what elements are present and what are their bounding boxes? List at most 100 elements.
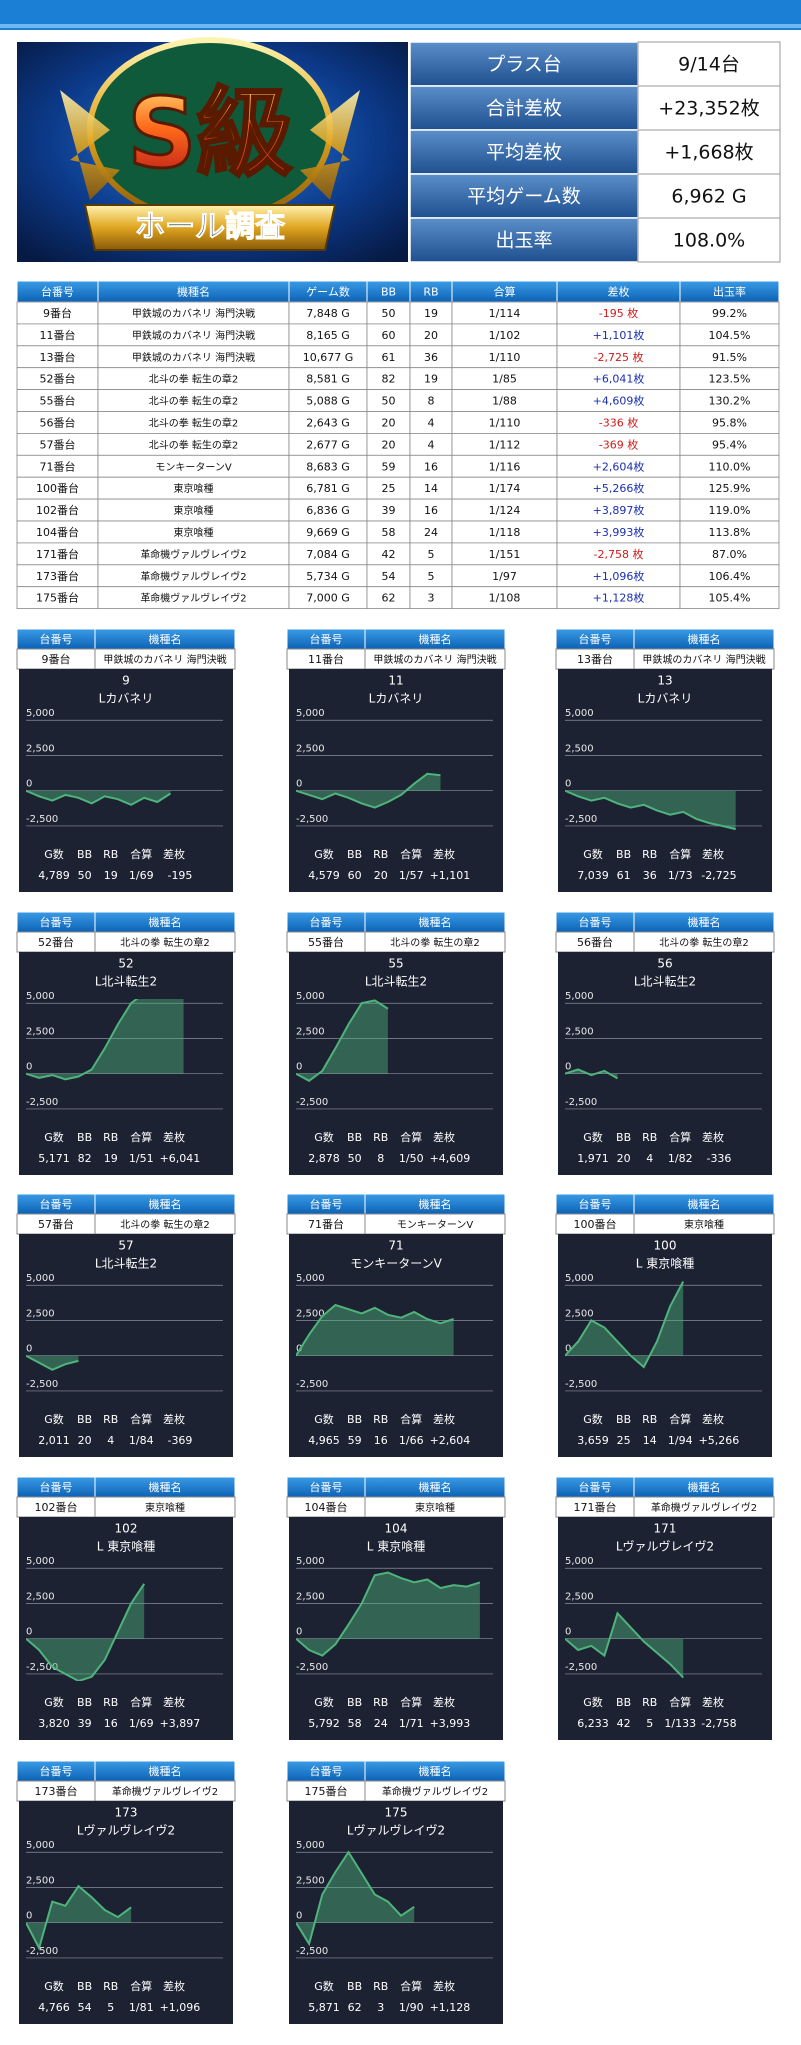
card-header: 台番号 <box>579 1197 612 1211</box>
card-header: 台番号 <box>579 1480 612 1494</box>
table-text: 1/151 <box>489 548 521 561</box>
card-header: 機種名 <box>149 1197 182 1211</box>
chart-title: 57 <box>118 1239 133 1253</box>
y-tick-label: -2,500 <box>565 1662 597 1673</box>
y-tick-label: -2,500 <box>26 1379 58 1390</box>
y-tick-label: 5,000 <box>296 1840 325 1851</box>
stat-label: G数 <box>44 1980 64 1993</box>
card-machine: 革命機ヴァルヴレイヴ2 <box>382 1785 488 1798</box>
y-tick-label: 2,500 <box>26 1026 55 1037</box>
stat-label: BB <box>77 1131 92 1144</box>
y-tick-label: 2,500 <box>565 1591 594 1602</box>
stat-label: 差枚 <box>163 1130 185 1144</box>
stat-value: 59 <box>348 1434 362 1447</box>
table-text: 7,000 G <box>306 592 350 605</box>
stat-label: 合算 <box>669 847 691 861</box>
stat-label: 合算 <box>400 1130 422 1144</box>
chart-subtitle: Lカバネリ <box>99 692 154 706</box>
table-text: 北斗の拳 転生の章2 <box>149 373 239 386</box>
card-id: 57番台 <box>38 1217 74 1231</box>
summary-value: 6,962 G <box>671 186 746 208</box>
stat-label: 差枚 <box>702 1412 724 1426</box>
y-tick-label: -2,500 <box>296 1379 328 1390</box>
stat-value: 39 <box>78 1717 92 1730</box>
table-text: 1/124 <box>489 504 521 517</box>
stat-value: +3,993 <box>430 1717 471 1730</box>
y-tick-label: 0 <box>26 1062 32 1073</box>
chart-subtitle: Lヴァルヴレイヴ2 <box>616 1539 714 1554</box>
stat-label: BB <box>77 1980 92 1993</box>
stat-value: 4,965 <box>308 1434 340 1447</box>
card: 台番号 機種名 171番台 革命機ヴァルヴレイヴ2 171 Lヴァルヴレイヴ2 5,000 2… <box>555 1476 775 1740</box>
table-text: 7,848 G <box>306 307 350 320</box>
chart-panel <box>289 1801 503 2024</box>
chart-area <box>26 1355 79 1370</box>
table-text: 1/112 <box>489 438 521 451</box>
table-text: 革命機ヴァルヴレイヴ2 <box>140 570 246 583</box>
stat-value: 1/66 <box>399 1434 424 1447</box>
stat-label: RB <box>373 1696 388 1709</box>
stat-label: G数 <box>314 1131 334 1144</box>
card-id: 9番台 <box>42 652 71 666</box>
summary-value: 108.0% <box>673 230 745 252</box>
y-tick-label: 2,500 <box>565 1308 594 1319</box>
chart-subtitle: L 東京喰種 <box>636 1256 695 1271</box>
y-tick-label: 5,000 <box>565 991 594 1002</box>
table-text: 9,669 G <box>306 526 350 539</box>
table-text: +6,041枚 <box>593 372 645 386</box>
table-text: 24 <box>424 526 438 539</box>
stat-label: RB <box>642 1131 657 1144</box>
card-header: 機種名 <box>688 915 721 929</box>
summary-label-cell <box>409 173 639 219</box>
chart-area <box>565 1281 684 1367</box>
card-header: 台番号 <box>579 632 612 646</box>
table-text: 甲鉄城のカバネリ 海門決戦 <box>132 329 255 342</box>
table-text: 14 <box>424 482 438 495</box>
y-tick-label: 2,500 <box>296 1875 325 1886</box>
stat-label: BB <box>77 1413 92 1426</box>
card-header: 機種名 <box>688 632 721 646</box>
stat-value: +6,041 <box>160 1152 201 1165</box>
chart-line <box>296 1571 481 1657</box>
card: 台番号 機種名 57番台 北斗の拳 転生の章2 57 L北斗転生2 5,000 2,500 0 -… <box>16 1193 236 1457</box>
chart-panel <box>558 952 772 1175</box>
y-tick-label: 2,500 <box>565 1026 594 1037</box>
card-header: 機種名 <box>688 1480 721 1494</box>
chart-line <box>565 1068 618 1080</box>
chart-title: 171 <box>654 1522 677 1536</box>
card-id: 173番台 <box>35 1784 78 1798</box>
table-text: 20 <box>424 329 438 342</box>
table-text: +4,609枚 <box>593 394 645 408</box>
chart-line <box>565 1281 685 1369</box>
chart-panel <box>289 952 503 1175</box>
y-tick-label: -2,500 <box>296 1946 328 1957</box>
table-text: 113.8% <box>709 526 751 539</box>
y-tick-label: -2,500 <box>26 814 58 825</box>
table-text: 2,677 G <box>306 438 350 451</box>
table-text: 革命機ヴァルヴレイヴ2 <box>140 548 246 561</box>
y-tick-label: -2,500 <box>296 814 328 825</box>
table-text: 95.4% <box>712 438 747 451</box>
y-tick-label: -2,500 <box>296 1097 328 1108</box>
y-tick-label: 5,000 <box>296 1273 325 1284</box>
chart-title: 56 <box>657 957 672 971</box>
chart-subtitle: Lヴァルヴレイヴ2 <box>347 1823 445 1838</box>
logo: S級 ホール調査 <box>17 37 408 262</box>
table-text: 東京喰種 <box>174 504 214 517</box>
card-header: 機種名 <box>688 1197 721 1211</box>
y-tick-label: 5,000 <box>565 1556 594 1567</box>
y-tick-label: 5,000 <box>565 708 594 719</box>
card-machine: 東京喰種 <box>145 1501 185 1514</box>
table-text: 50 <box>382 395 396 408</box>
table-text: 2,643 G <box>306 416 350 429</box>
stat-label: 合算 <box>130 1695 152 1709</box>
stat-value: 20 <box>374 869 388 882</box>
y-tick-label: -2,500 <box>565 814 597 825</box>
stat-value: 24 <box>374 1717 388 1730</box>
chart-subtitle: Lヴァルヴレイヴ2 <box>77 1823 175 1838</box>
chart-subtitle: L 東京喰種 <box>367 1539 426 1554</box>
table-header: RB <box>423 286 438 299</box>
y-tick-label: 5,000 <box>296 991 325 1002</box>
table-text: 82 <box>382 373 396 386</box>
card-machine: 革命機ヴァルヴレイヴ2 <box>651 1501 757 1514</box>
